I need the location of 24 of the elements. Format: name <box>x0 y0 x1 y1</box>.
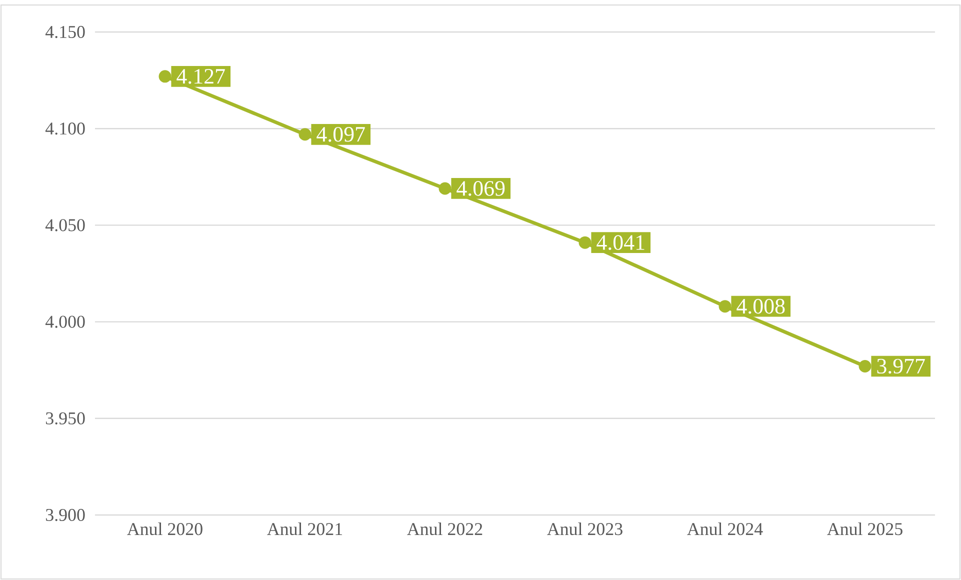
point <box>298 128 312 141</box>
data-label: 4.041 <box>596 235 644 250</box>
data-label: 4.008 <box>736 298 785 314</box>
x-tick-label: Anul 2022 <box>407 522 482 536</box>
y-tick-label: 4.000 <box>45 316 85 328</box>
x-tick-label: Anul 2021 <box>267 522 342 536</box>
y-tick-label: 3.900 <box>46 508 85 522</box>
point <box>438 182 452 195</box>
x-tick-label: Anul 2023 <box>547 522 622 536</box>
y-tick-label: 3.950 <box>46 412 85 424</box>
data-label: 3.977 <box>877 358 925 374</box>
x-tick-label: Anul 2025 <box>827 522 902 536</box>
data-label: 4.097 <box>316 126 365 142</box>
y-tick-label: 4.050 <box>45 219 85 232</box>
point <box>158 70 172 83</box>
point <box>578 236 592 249</box>
point <box>718 300 732 313</box>
x-tick-label: Anul 2024 <box>687 522 763 536</box>
data-label: 4.069 <box>456 181 505 196</box>
y-tick-label: 4.100 <box>45 122 85 135</box>
data-label: 4.127 <box>176 69 225 84</box>
x-tick-label: Anul 2020 <box>127 522 202 536</box>
y-tick-label: 4.150 <box>45 26 85 38</box>
point <box>858 360 872 372</box>
